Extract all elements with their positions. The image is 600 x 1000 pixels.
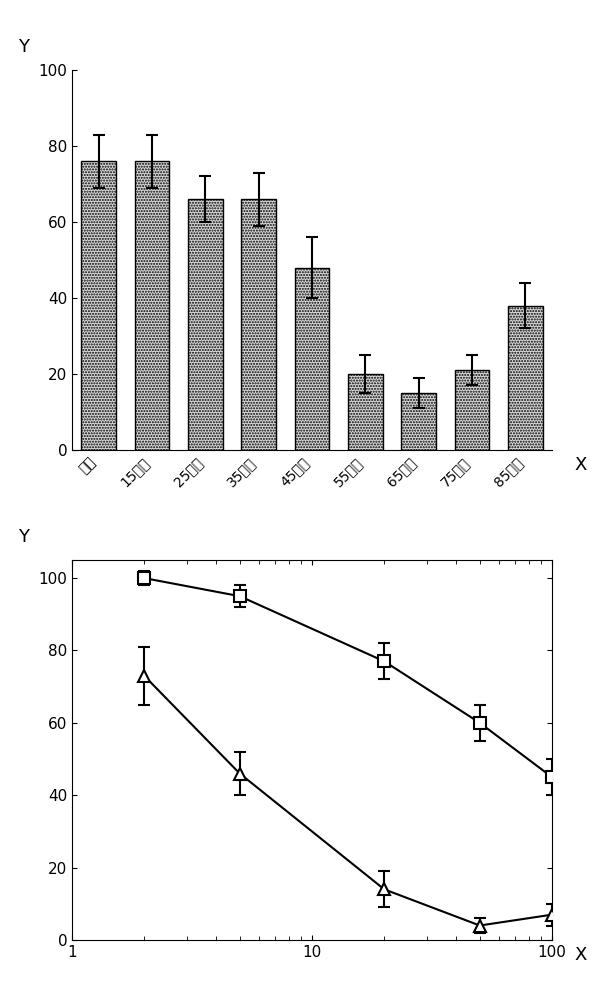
Bar: [455, 370, 490, 450]
Text: X: X: [575, 946, 587, 964]
Bar: [188, 199, 223, 450]
Bar: [134, 161, 169, 450]
Bar: [295, 268, 329, 450]
Text: Y: Y: [19, 528, 29, 546]
Bar: [241, 199, 276, 450]
Bar: [401, 393, 436, 450]
Text: X: X: [575, 456, 587, 474]
Text: Y: Y: [19, 38, 29, 56]
Bar: [82, 161, 116, 450]
Bar: [348, 374, 383, 450]
Bar: [508, 306, 542, 450]
